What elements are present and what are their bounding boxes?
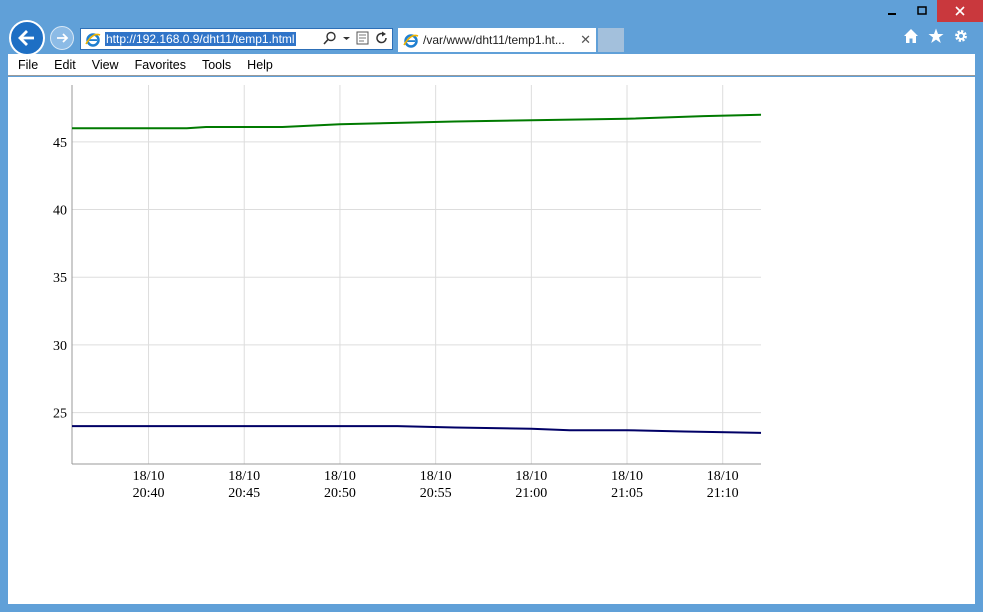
minimize-icon[interactable] [877, 0, 907, 22]
maximize-icon[interactable] [907, 0, 937, 22]
window-controls [877, 0, 983, 22]
address-tools [323, 31, 388, 45]
x-tick-date-label: 18/10 [611, 469, 643, 484]
y-tick-label: 40 [53, 204, 67, 219]
chevron-down-icon[interactable] [343, 31, 350, 45]
x-tick-time-label: 21:10 [707, 486, 739, 501]
tab-title: /var/www/dht11/temp1.ht... [423, 33, 565, 47]
y-tick-label: 25 [53, 407, 67, 422]
tab-close-icon[interactable]: ✕ [580, 32, 591, 47]
ie-logo-icon [403, 34, 419, 48]
x-tick-time-label: 21:05 [611, 486, 643, 501]
refresh-icon[interactable] [375, 31, 388, 45]
menu-bar: File Edit View Favorites Tools Help [8, 54, 975, 76]
page-content: 25 30 35 40 45 18/10 20:40 18/10 20:45 18/10 20:50… [8, 77, 975, 604]
y-tick-label: 35 [53, 271, 67, 286]
x-tick-date-label: 18/10 [707, 469, 739, 484]
x-tick-time-label: 21:00 [515, 486, 547, 501]
tab-temp1[interactable]: /var/www/dht11/temp1.ht... ✕ [398, 28, 596, 52]
back-button[interactable] [9, 20, 45, 56]
x-tick-time-label: 20:55 [420, 486, 452, 501]
menu-help[interactable]: Help [247, 57, 273, 72]
x-tick-time-label: 20:45 [228, 486, 260, 501]
close-icon[interactable] [937, 0, 983, 22]
x-tick-date-label: 18/10 [515, 469, 547, 484]
compatibility-view-icon[interactable] [356, 31, 369, 45]
x-tick-date-label: 18/10 [324, 469, 356, 484]
y-tick-label: 45 [53, 136, 67, 151]
new-tab-button[interactable] [598, 28, 624, 52]
series-line-2 [72, 425, 762, 434]
address-bar[interactable]: http://192.168.0.9/dht11/temp1.html [80, 28, 393, 50]
search-icon[interactable] [323, 31, 337, 45]
menu-edit[interactable]: Edit [54, 57, 76, 72]
x-tick-time-label: 20:50 [324, 486, 356, 501]
x-tick-date-label: 18/10 [228, 469, 260, 484]
menu-view[interactable]: View [91, 57, 119, 72]
y-tick-label: 30 [53, 339, 67, 354]
arrow-left-icon [18, 30, 34, 46]
settings-gear-icon[interactable] [953, 28, 969, 44]
arrow-right-icon [57, 33, 69, 43]
series-line-1 [72, 113, 762, 130]
favorites-star-icon[interactable] [928, 28, 944, 44]
forward-button[interactable] [50, 26, 74, 50]
ie-logo-icon [85, 33, 101, 47]
home-icon[interactable] [903, 28, 919, 44]
temperature-humidity-chart: 25 30 35 40 45 18/10 20:40 18/10 20:45 18/10 20:50… [53, 85, 762, 501]
x-tick-date-label: 18/10 [420, 469, 452, 484]
menu-tools[interactable]: Tools [201, 57, 232, 72]
toolbar-icons [903, 28, 969, 44]
x-tick-date-label: 18/10 [133, 469, 165, 484]
x-tick-time-label: 20:40 [133, 486, 165, 501]
menu-file[interactable]: File [18, 57, 39, 72]
url-text[interactable]: http://192.168.0.9/dht11/temp1.html [105, 32, 296, 46]
menu-favorites[interactable]: Favorites [134, 57, 186, 72]
